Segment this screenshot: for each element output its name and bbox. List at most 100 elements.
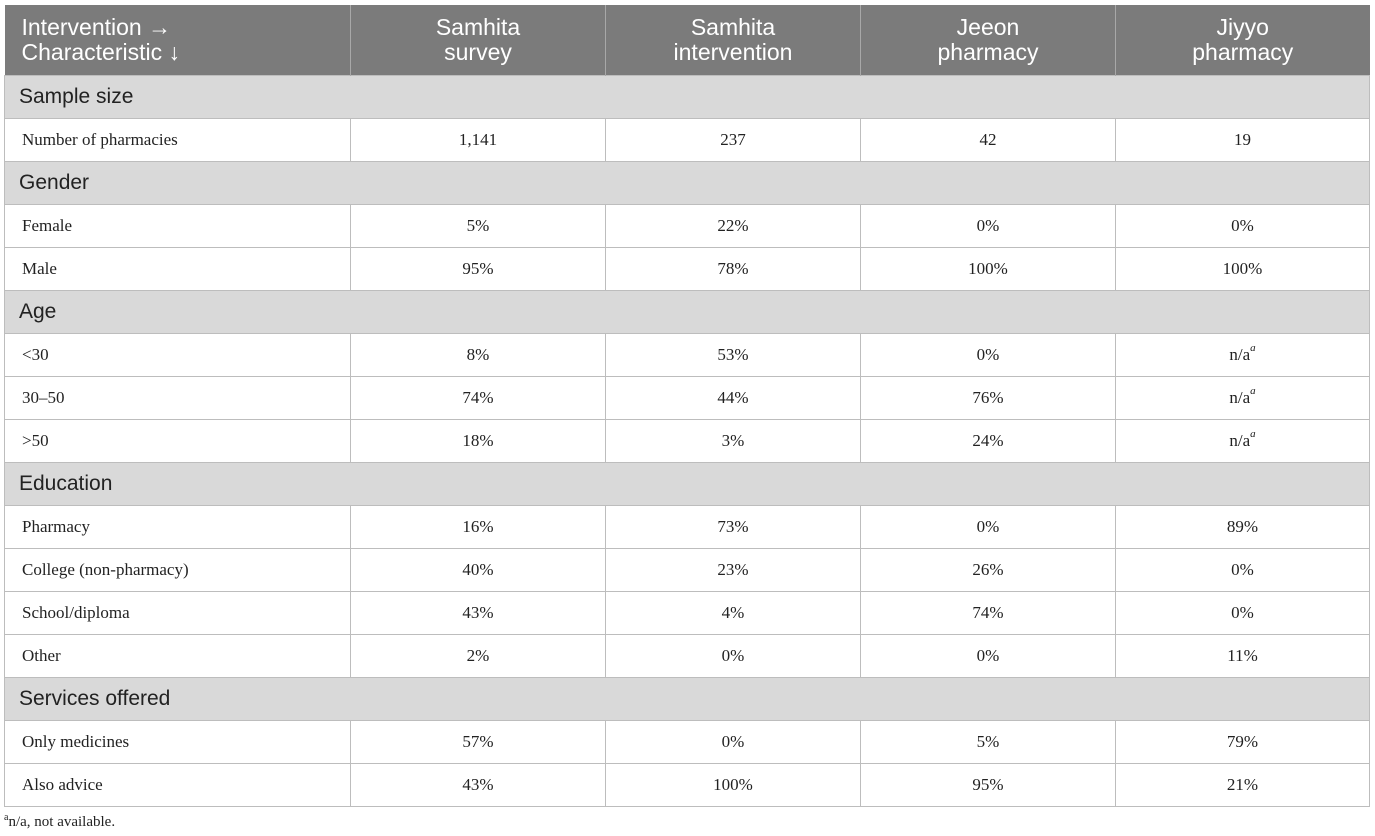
header-row: Intervention → Characteristic ↓ Samhita …	[4, 5, 1370, 76]
footnote-text: n/a, not available.	[8, 814, 116, 830]
table-cell: 19	[1115, 118, 1370, 162]
table-cell: 0%	[1115, 204, 1370, 248]
header-intervention-label: Intervention →	[21, 14, 172, 40]
table-cell: 95%	[860, 763, 1116, 807]
footnote-marker: a	[1250, 428, 1256, 440]
table-row: Other 2% 0% 0% 11%	[4, 634, 1370, 678]
table-cell: 74%	[860, 591, 1116, 635]
table-row: School/diploma 43% 4% 74% 0%	[4, 591, 1370, 635]
table-cell: 100%	[860, 247, 1116, 291]
section-row-age: Age	[4, 290, 1370, 334]
header-text: Samhita	[690, 14, 776, 40]
footnote-marker: a	[4, 812, 9, 823]
header-samhita-intervention: Samhita intervention	[605, 5, 861, 76]
row-label: Female	[4, 204, 351, 248]
header-text: survey	[444, 39, 512, 65]
table-cell: 0%	[860, 333, 1116, 377]
table-row: College (non-pharmacy) 40% 23% 26% 0%	[4, 548, 1370, 592]
header-samhita-survey: Samhita survey	[350, 5, 606, 76]
table-cell: 0%	[1115, 548, 1370, 592]
table-cell: 0%	[605, 720, 861, 764]
row-label: Number of pharmacies	[4, 118, 351, 162]
header-text: pharmacy	[937, 39, 1039, 65]
table-footnote: an/a, not available.	[4, 812, 116, 831]
header-characteristic-label: Characteristic ↓	[21, 39, 180, 65]
table-cell: 40%	[350, 548, 606, 592]
table-row: 30–50 74% 44% 76% n/aa	[4, 376, 1370, 420]
cell-value: n/a	[1229, 388, 1251, 407]
table-cell: 0%	[605, 634, 861, 678]
header-text: Samhita	[435, 14, 521, 40]
section-row-services-offered: Services offered	[4, 677, 1370, 721]
table-cell: 74%	[350, 376, 606, 420]
section-title: Age	[4, 290, 1370, 334]
table-cell: 43%	[350, 763, 606, 807]
row-label: Pharmacy	[4, 505, 351, 549]
table-cell: n/aa	[1115, 419, 1370, 463]
table-cell: 5%	[350, 204, 606, 248]
table-cell: 11%	[1115, 634, 1370, 678]
header-text: Jiyyo	[1216, 14, 1269, 40]
table-cell: 0%	[860, 634, 1116, 678]
section-row-sample-size: Sample size	[4, 75, 1370, 119]
row-label: College (non-pharmacy)	[4, 548, 351, 592]
table-cell: 0%	[860, 204, 1116, 248]
table-cell: 0%	[860, 505, 1116, 549]
table-cell: 44%	[605, 376, 861, 420]
header-text: Jeeon	[956, 14, 1020, 40]
table-row: Number of pharmacies 1,141 237 42 19	[4, 118, 1370, 162]
data-table-container: Intervention → Characteristic ↓ Samhita …	[4, 5, 1370, 807]
table-cell: n/aa	[1115, 333, 1370, 377]
table-cell: 1,141	[350, 118, 606, 162]
table-cell: 100%	[1115, 247, 1370, 291]
section-title: Services offered	[4, 677, 1370, 721]
footnote-marker: a	[1250, 342, 1256, 354]
table-row: >50 18% 3% 24% n/aa	[4, 419, 1370, 463]
row-label: 30–50	[4, 376, 351, 420]
table-row: Male 95% 78% 100% 100%	[4, 247, 1370, 291]
table-cell: 57%	[350, 720, 606, 764]
table-cell: 23%	[605, 548, 861, 592]
row-label: Other	[4, 634, 351, 678]
section-row-education: Education	[4, 462, 1370, 506]
table-cell: 237	[605, 118, 861, 162]
table-cell: 2%	[350, 634, 606, 678]
row-label: School/diploma	[4, 591, 351, 635]
table-cell: 0%	[1115, 591, 1370, 635]
table-cell: 26%	[860, 548, 1116, 592]
section-title: Gender	[4, 161, 1370, 205]
table-cell: n/aa	[1115, 376, 1370, 420]
table-cell: 76%	[860, 376, 1116, 420]
footnote-marker: a	[1250, 385, 1256, 397]
header-jeeon-pharmacy: Jeeon pharmacy	[860, 5, 1116, 76]
row-label: <30	[4, 333, 351, 377]
cell-value: n/a	[1229, 431, 1251, 450]
table-cell: 3%	[605, 419, 861, 463]
table-cell: 4%	[605, 591, 861, 635]
table-cell: 22%	[605, 204, 861, 248]
table-cell: 18%	[350, 419, 606, 463]
section-row-gender: Gender	[4, 161, 1370, 205]
table-cell: 73%	[605, 505, 861, 549]
characteristics-table: Intervention → Characteristic ↓ Samhita …	[4, 5, 1370, 807]
row-label: >50	[4, 419, 351, 463]
table-cell: 43%	[350, 591, 606, 635]
table-cell: 21%	[1115, 763, 1370, 807]
table-cell: 24%	[860, 419, 1116, 463]
section-title: Education	[4, 462, 1370, 506]
table-row: Pharmacy 16% 73% 0% 89%	[4, 505, 1370, 549]
header-text: intervention	[673, 39, 793, 65]
header-jiyyo-pharmacy: Jiyyo pharmacy	[1115, 5, 1370, 76]
row-label: Only medicines	[4, 720, 351, 764]
table-row: <30 8% 53% 0% n/aa	[4, 333, 1370, 377]
cell-value: n/a	[1229, 345, 1251, 364]
table-row: Female 5% 22% 0% 0%	[4, 204, 1370, 248]
table-cell: 78%	[605, 247, 861, 291]
table-cell: 53%	[605, 333, 861, 377]
table-cell: 5%	[860, 720, 1116, 764]
row-label: Male	[4, 247, 351, 291]
table-cell: 79%	[1115, 720, 1370, 764]
table-cell: 95%	[350, 247, 606, 291]
row-label: Also advice	[4, 763, 351, 807]
table-cell: 89%	[1115, 505, 1370, 549]
